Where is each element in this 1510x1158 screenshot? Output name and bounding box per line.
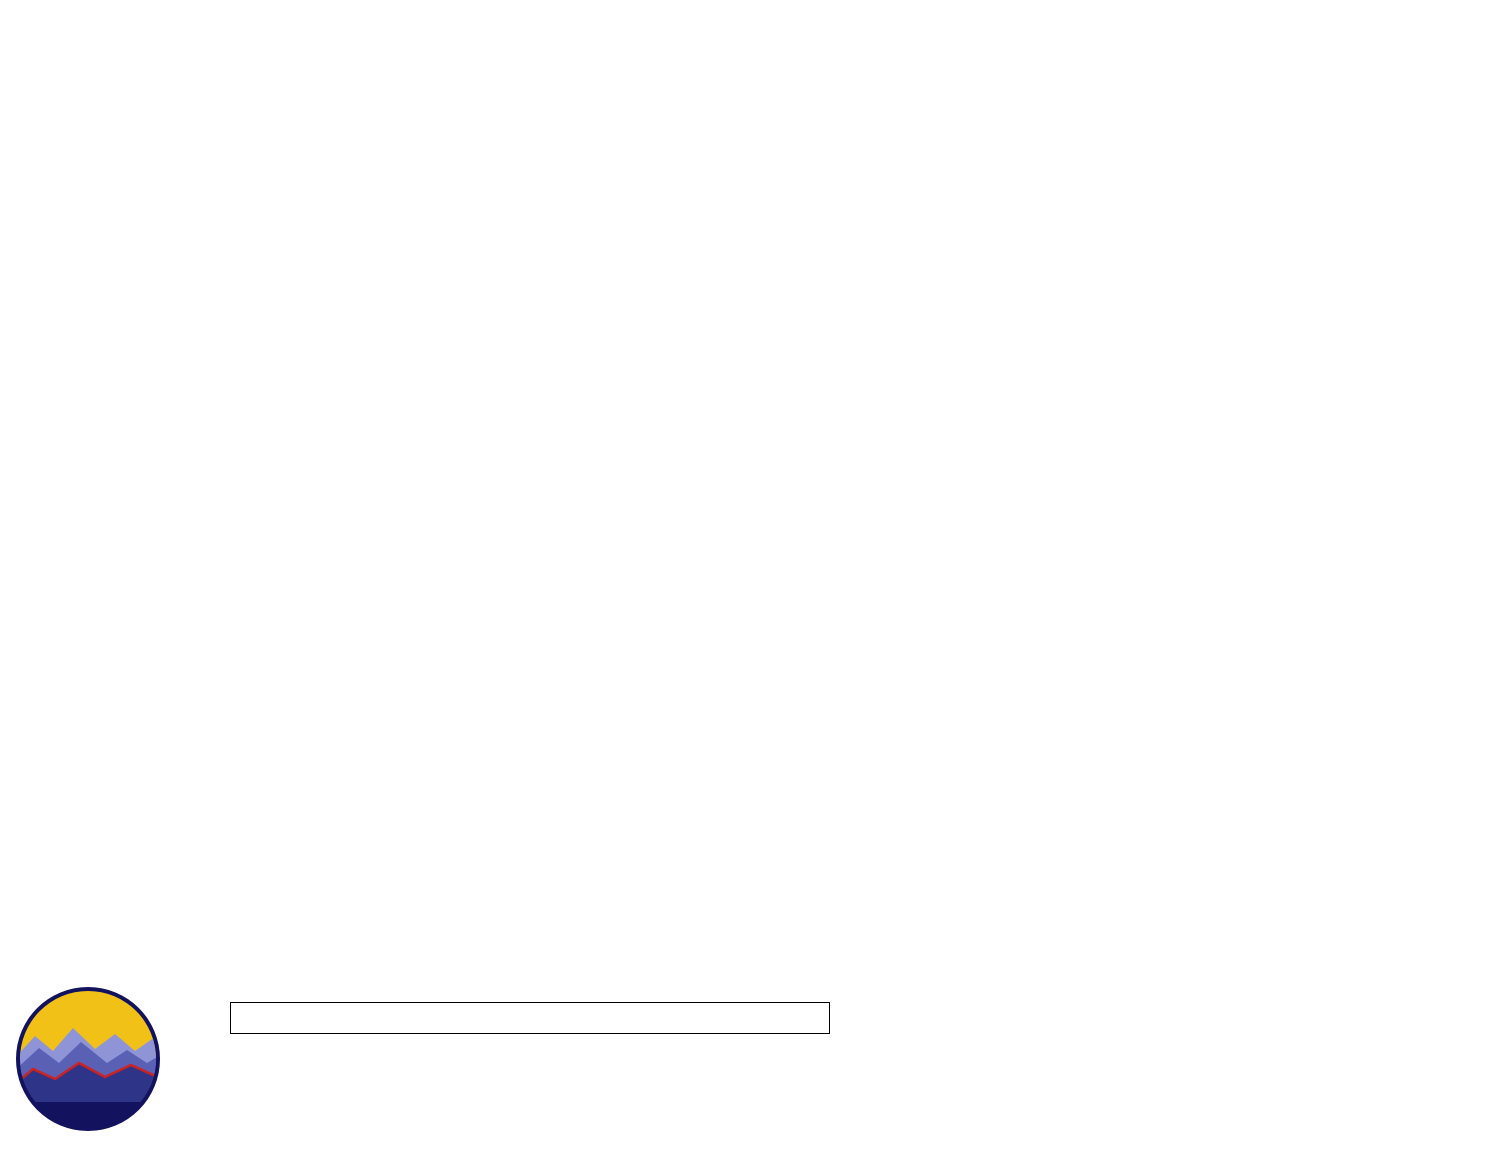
ncics-logo: [14, 984, 162, 1139]
ncics-logo-image: [16, 987, 160, 1131]
colorbar-tick-labels: [230, 1034, 830, 1068]
colorbar-swatches: [230, 1002, 830, 1034]
colorbar: [230, 1002, 830, 1068]
logo-ridge-line: [20, 1061, 156, 1086]
